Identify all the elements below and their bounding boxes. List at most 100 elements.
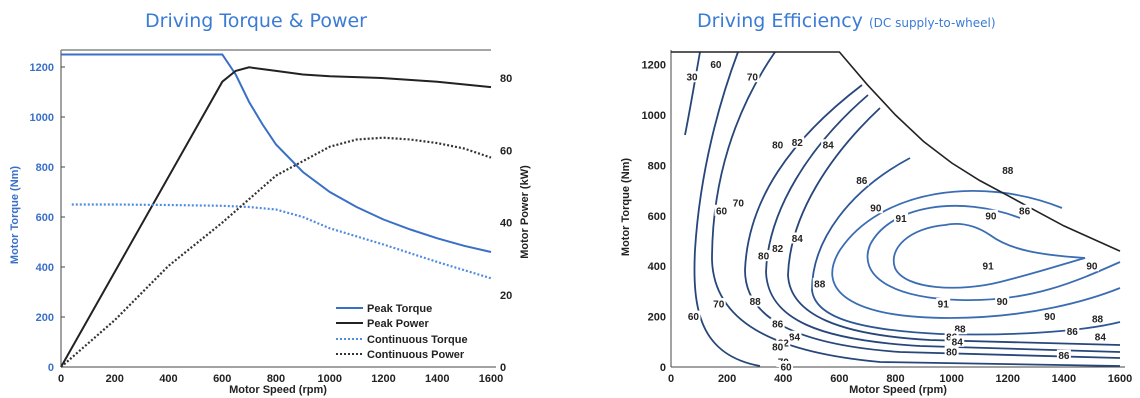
right-y-tick-label: 1200 (642, 60, 666, 72)
left-x-tick-label: 400 (159, 373, 177, 385)
left-x-tick-label: 600 (213, 373, 231, 385)
left-chart-title: Driving Torque & Power (145, 10, 367, 32)
left-x-tick-label: 200 (106, 373, 124, 385)
contour-label-bg (983, 209, 998, 221)
contour-label-bg (1090, 313, 1105, 325)
left-y2-tick-label: 60 (500, 145, 512, 157)
contour-label-bg (821, 139, 836, 151)
left-chart: 0 200 400 600 800 1000 1200 1400 1600 0200400600… (9, 49, 531, 396)
right-x-tick-label: 600 (830, 373, 848, 385)
contour-label-bg (981, 260, 996, 272)
contour-label: 90 (997, 297, 1009, 308)
contour-label-bg (953, 323, 968, 335)
contour-label: 86 (1019, 206, 1031, 217)
right-y-tick-label: 200 (648, 312, 666, 324)
contour-label: 90 (870, 204, 882, 215)
contour-label-bg (770, 139, 785, 151)
contour-label: 84 (952, 337, 964, 348)
contour-label: 84 (823, 141, 835, 152)
left-y2-tick-label: 0 (500, 362, 506, 374)
contour-label: 60 (688, 312, 700, 323)
contour-label-bg (1056, 349, 1071, 361)
legend-label-peak-torque: Peak Torque (367, 303, 432, 315)
contour-86 (811, 157, 1121, 336)
legend-label-peak-power: Peak Power (367, 318, 429, 330)
right-y-tick-label: 600 (648, 211, 666, 223)
contour-label-bg (770, 340, 785, 352)
contour-label: 80 (758, 252, 770, 263)
contour-label: 86 (856, 176, 868, 187)
left-x-tick-label: 1400 (425, 373, 449, 385)
contour-label: 88 (1092, 315, 1104, 326)
right-y-tick-label: 400 (648, 261, 666, 273)
left-x-axis-label: Motor Speed (rpm) (229, 384, 327, 396)
contour-label: 90 (985, 211, 997, 222)
series-peak-power (60, 66, 492, 368)
contour-label: 91 (983, 262, 995, 273)
contour-label: 88 (954, 325, 966, 336)
left-y-tick-label: 0 (48, 362, 54, 374)
contour-label-bg (748, 295, 763, 307)
contour-84 (787, 107, 1121, 346)
contour-label: 60 (716, 206, 728, 217)
left-y2-tick-label: 20 (500, 290, 512, 302)
contour-label-bg (686, 310, 701, 322)
contour-label: 84 (1095, 332, 1107, 343)
contour-label: 88 (1002, 166, 1014, 177)
contour-82 (765, 94, 1121, 353)
contour-label-bg (1084, 260, 1099, 272)
right-chart: 0 200 400 600 800 1000 1200 1400 1600 0 200 400 600… (620, 50, 1132, 396)
contour-label: 84 (789, 332, 801, 343)
series-peak-torque (61, 53, 492, 253)
contour-label: 90 (1086, 262, 1098, 273)
right-y-tick-label: 1000 (642, 110, 666, 122)
left-x-tick-label: 1000 (318, 373, 342, 385)
left-y2-axis-label: Motor Power (kW) (519, 165, 531, 259)
left-y-tick-label: 1200 (30, 62, 54, 74)
contour-label: 60 (710, 60, 722, 71)
right-y-tick-label: 0 (660, 362, 666, 374)
contour-label: 60 (780, 363, 792, 374)
contour-label: 80 (772, 141, 784, 152)
contour-label-bg (711, 298, 726, 309)
contour-label-bg (756, 250, 771, 262)
contour-label-bg (812, 277, 827, 289)
contour-70 (711, 51, 1121, 367)
left-y-tick-label: 800 (36, 162, 54, 174)
contour-label-bg (714, 204, 729, 216)
contour-label-bg (790, 232, 805, 244)
contour-label-bg (787, 330, 802, 342)
contour-label-bg (685, 71, 700, 83)
contour-label-bg (1042, 310, 1057, 322)
right-x-tick-label: 800 (886, 373, 904, 385)
legend: Peak Torque Peak Power Continuous Torque… (334, 299, 489, 363)
left-y2-tick-label: 80 (500, 73, 512, 85)
right-chart-title: Driving Efficiency (DC supply-to-wheel) (697, 10, 996, 32)
legend-label-continuous-torque: Continuous Torque (367, 334, 468, 346)
contour-label: 80 (946, 347, 958, 358)
contour-90 (866, 204, 1121, 301)
right-chart-title-main: Driving Efficiency (697, 10, 863, 32)
contour-label: 70 (733, 199, 745, 210)
contour-label: 86 (772, 320, 784, 331)
contour-label: 88 (750, 297, 762, 308)
contour-label-bg (950, 335, 965, 347)
left-y-tick-label: 400 (36, 262, 54, 274)
right-x-tick-label: 1000 (939, 373, 963, 385)
contour-30 (684, 51, 701, 136)
contour-label-bg (1065, 325, 1080, 337)
contour-label-bg (745, 71, 760, 83)
contour-label: 91 (896, 214, 908, 225)
left-x-tick-label: 1200 (371, 373, 395, 385)
contour-88 (831, 189, 1121, 319)
left-y-axis-label: Motor Torque (Nm) (9, 166, 21, 265)
right-x-tick-label: 1200 (996, 373, 1020, 385)
contour-label-bg (995, 295, 1010, 307)
contour-label: 91 (938, 300, 950, 311)
contour-60 (693, 51, 761, 367)
right-x-tick-label: 1600 (1108, 373, 1132, 385)
left-y-tick-label: 200 (36, 312, 54, 324)
contour-label-bg (868, 202, 883, 214)
contour-label: 70 (713, 300, 725, 311)
